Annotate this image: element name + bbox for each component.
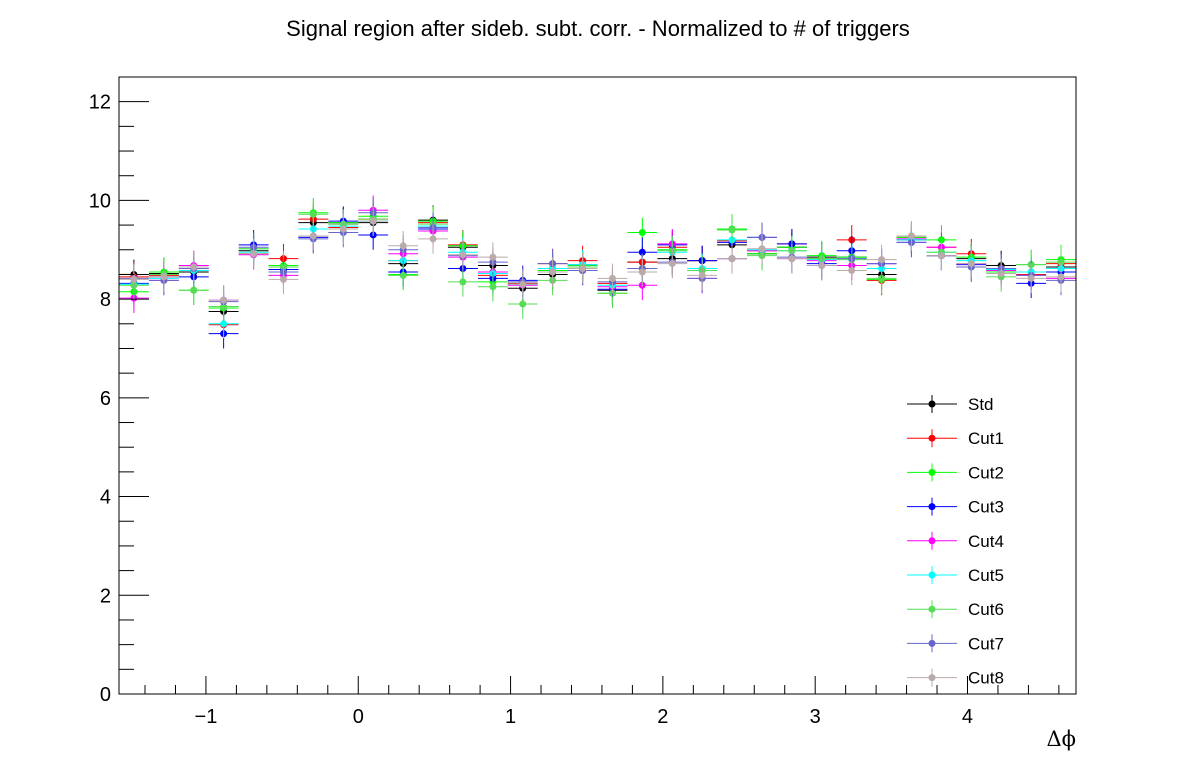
legend-entry-cut8: Cut8: [907, 668, 1004, 688]
data-point: [579, 265, 587, 273]
y-tick-label: 4: [100, 487, 111, 509]
legend-entry-cut6: Cut6: [907, 600, 1004, 619]
data-point: [309, 210, 317, 218]
legend-entry-cut2: Cut2: [907, 463, 1004, 482]
legend: Std Cut1 Cut2 Cut3 Cut4 Cut5 Cut6 Cut7 Cut8: [907, 395, 1004, 688]
legend-marker: [928, 674, 936, 682]
data-point: [160, 273, 168, 281]
legend-entry-cut4: Cut4: [907, 531, 1004, 551]
legend-label: Cut3: [968, 498, 1004, 517]
legend-label: Cut2: [968, 463, 1004, 482]
data-point: [758, 245, 766, 253]
data-point: [220, 320, 228, 328]
y-tick-label: 10: [89, 190, 111, 212]
data-point: [608, 274, 616, 282]
y-tick-label: 12: [89, 92, 111, 114]
data-point: [399, 271, 407, 279]
data-point: [967, 260, 975, 268]
data-point: [369, 217, 377, 225]
data-point: [429, 235, 437, 243]
data-point: [489, 253, 497, 261]
legend-label: Cut7: [968, 634, 1004, 653]
data-point: [997, 269, 1005, 277]
data-point: [728, 226, 736, 234]
data-point: [279, 275, 287, 283]
legend-entry-cut5: Cut5: [907, 566, 1004, 585]
legend-label: Std: [968, 395, 994, 414]
data-point: [698, 271, 706, 279]
data-point: [878, 256, 886, 264]
x-tick-label: 2: [657, 706, 668, 728]
legend-marker: [928, 468, 936, 476]
data-point: [638, 248, 646, 256]
legend-marker: [928, 571, 936, 579]
x-axis-title: Δϕ: [1047, 727, 1076, 751]
data-point: [519, 300, 527, 308]
legend-marker: [928, 434, 936, 442]
data-point: [907, 232, 915, 240]
y-tick-label: 6: [100, 388, 111, 410]
series-cut8: [118, 206, 1076, 315]
data-point: [250, 250, 258, 258]
data-point: [549, 268, 557, 276]
legend-entry-cut1: Cut1: [907, 429, 1004, 448]
data-point: [638, 228, 646, 236]
data-point: [818, 262, 826, 270]
x-tick-label: 3: [810, 706, 821, 728]
data-point: [937, 252, 945, 260]
data-point: [220, 296, 228, 304]
legend-marker: [928, 400, 936, 408]
data-point: [339, 225, 347, 233]
data-point: [668, 260, 676, 268]
data-point: [519, 280, 527, 288]
x-tick-label: 4: [962, 706, 973, 728]
x-tick-label: 1: [505, 706, 516, 728]
legend-entry-std: Std: [907, 395, 994, 414]
data-point: [489, 283, 497, 291]
legend-label: Cut5: [968, 566, 1004, 585]
legend-marker: [928, 605, 936, 613]
legend-entry-cut7: Cut7: [907, 634, 1004, 653]
legend-entry-cut3: Cut3: [907, 498, 1004, 517]
data-point: [1027, 274, 1035, 282]
data-point: [728, 255, 736, 263]
plot-frame: [118, 76, 1077, 695]
plot-area: [118, 195, 1076, 349]
data-point: [459, 251, 467, 259]
legend-marker: [928, 503, 936, 511]
data-point: [638, 268, 646, 276]
data-point: [459, 278, 467, 286]
y-tick-label: 8: [100, 289, 111, 311]
legend-marker: [928, 537, 936, 545]
data-point: [309, 232, 317, 240]
legend-marker: [928, 639, 936, 647]
legend-label: Cut4: [968, 532, 1004, 551]
data-point: [190, 263, 198, 271]
y-tick-label: 2: [100, 585, 111, 607]
x-tick-label: 0: [353, 706, 364, 728]
legend-label: Cut1: [968, 429, 1004, 448]
y-tick-label: 0: [100, 684, 111, 706]
data-point: [190, 286, 198, 294]
data-point: [130, 275, 138, 283]
x-tick-label: −1: [195, 706, 218, 728]
data-point: [1057, 273, 1065, 281]
chart-title: Signal region after sideb. subt. corr. -…: [286, 16, 910, 41]
data-point: [399, 242, 407, 250]
legend-label: Cut8: [968, 669, 1004, 688]
legend-label: Cut6: [968, 600, 1004, 619]
data-point: [788, 255, 796, 263]
data-point: [848, 266, 856, 274]
